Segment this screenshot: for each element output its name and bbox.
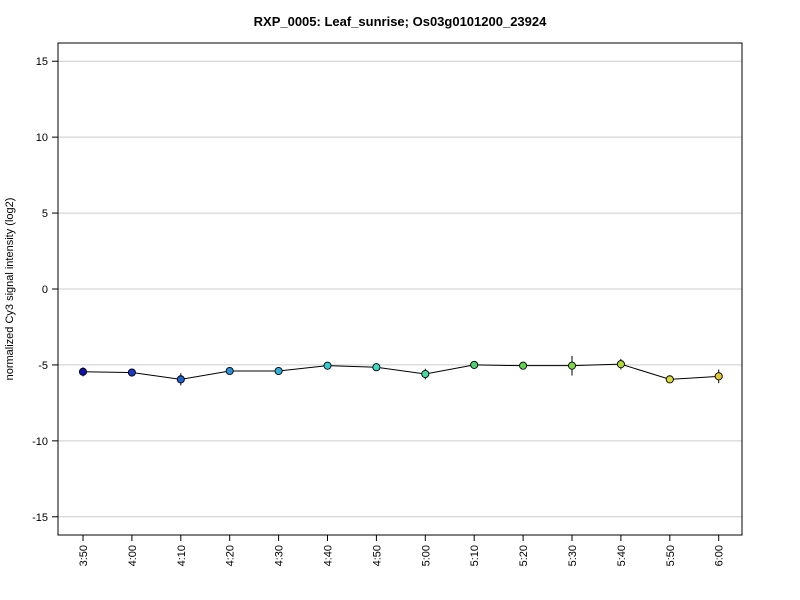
x-tick-label: 5:30 — [567, 545, 579, 566]
y-axis: -15 -10 -5 0 5 10 15 — [32, 56, 58, 524]
x-tick-label: 6:00 — [714, 545, 726, 566]
x-axis: 3:50 4:00 4:10 4:20 4:30 4:40 4:50 5:00 5:10 5:20… — [78, 534, 726, 566]
x-tick-label: 4:00 — [127, 545, 139, 566]
data-point — [421, 369, 430, 379]
x-tick-label: 3:50 — [78, 545, 90, 566]
grid-layer — [58, 60, 742, 518]
y-tick-label: -5 — [38, 360, 48, 372]
data-point — [127, 368, 136, 377]
data-point — [714, 372, 723, 381]
x-tick-label: 4:50 — [371, 545, 383, 566]
series-line — [82, 363, 719, 380]
data-point — [665, 375, 674, 384]
data-point — [567, 361, 577, 370]
data-point — [176, 375, 185, 384]
x-tick-label: 5:10 — [469, 545, 481, 566]
data-point — [78, 367, 88, 376]
x-tick-label: 4:10 — [176, 545, 188, 566]
y-tick-label: -15 — [32, 512, 48, 524]
x-tick-label: 4:40 — [323, 545, 335, 566]
x-tick-label: 5:20 — [518, 545, 530, 566]
data-point — [372, 363, 381, 372]
x-tick-label: 5:50 — [665, 545, 677, 566]
y-axis-label: normalized Cy3 signal intensity (log2) — [4, 198, 16, 381]
y-tick-label: 10 — [36, 132, 48, 144]
data-point — [274, 366, 283, 376]
x-tick-label: 5:00 — [420, 545, 432, 566]
data-point — [323, 361, 332, 370]
y-tick-label: 15 — [36, 56, 48, 68]
data-point — [616, 360, 625, 369]
y-tick-label: 0 — [42, 284, 48, 296]
x-tick-label: 4:30 — [274, 545, 286, 566]
x-tick-label: 4:20 — [225, 545, 237, 566]
data-point — [470, 360, 479, 369]
data-point — [225, 366, 234, 376]
series-layer — [78, 355, 723, 386]
data-point — [519, 361, 528, 370]
y-tick-label: 5 — [42, 208, 48, 220]
x-tick-label: 5:40 — [616, 545, 628, 566]
chart-title: RXP_0005: Leaf_sunrise; Os03g0101200_239… — [254, 14, 547, 29]
y-tick-label: -10 — [32, 436, 48, 448]
